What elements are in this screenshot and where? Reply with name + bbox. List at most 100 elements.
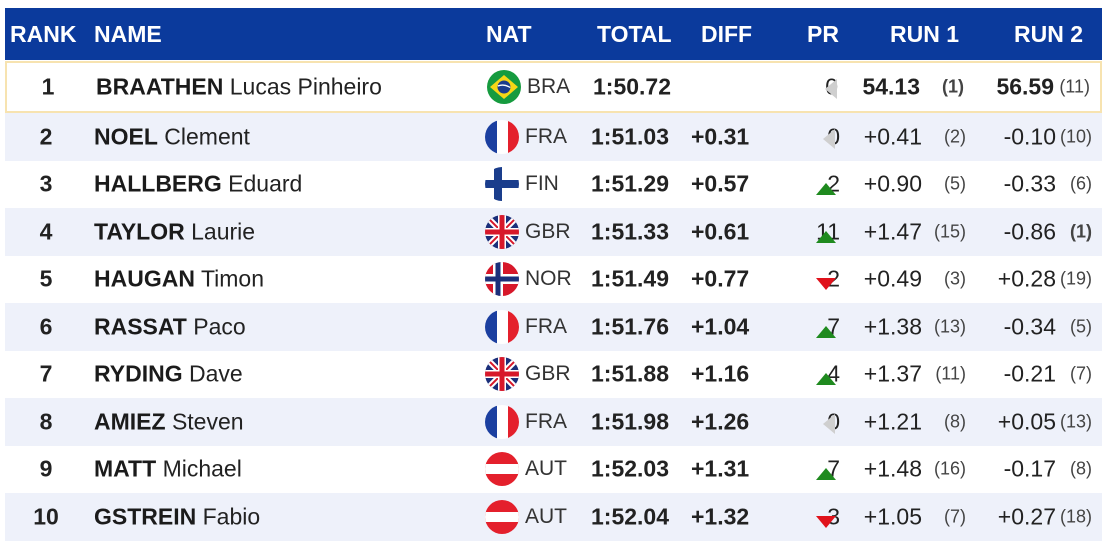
athlete-name[interactable]: NOEL Clement (94, 123, 250, 150)
gbr-flag-icon (485, 214, 519, 249)
header-nat[interactable]: NAT (486, 21, 532, 47)
nor-flag-icon (485, 262, 519, 297)
header-name[interactable]: NAME (94, 21, 162, 47)
total-time: 1:50.72 (593, 73, 672, 100)
athlete-first-name: Laurie (191, 218, 256, 245)
athlete-last-name: TAYLOR (94, 218, 185, 245)
run1-time: +0.90 (863, 170, 922, 197)
total-time: 1:51.98 (591, 408, 670, 435)
rank-cell: 2 (39, 123, 53, 150)
header-diff[interactable]: DIFF (701, 21, 753, 47)
header-pr[interactable]: PR (807, 21, 839, 47)
run1-rank: (16) (933, 458, 966, 479)
run2-rank: (5) (1070, 316, 1092, 337)
table-header: RANK NAME NAT TOTAL DIFF PR RUN 1 RUN 2 (5, 8, 1102, 60)
run1-rank: (2) (944, 126, 966, 147)
run1-rank: (13) (933, 316, 966, 337)
header-run1[interactable]: RUN 1 (890, 21, 960, 47)
rank-cell: 1 (41, 73, 55, 100)
table-row[interactable]: 9 MATT Michael AUT 1:52.03 +1.31 7 +1.48 (16) -0… (5, 445, 1102, 493)
run1-time: +1.48 (863, 455, 922, 482)
nation-code: NOR (525, 267, 572, 291)
athlete-name[interactable]: HALLBERG Eduard (94, 171, 302, 198)
nation-code: GBR (525, 219, 571, 243)
fra-flag-icon (485, 404, 519, 439)
down-arrow-icon (815, 270, 836, 291)
run2-rank: (6) (1070, 173, 1092, 194)
total-time: 1:51.76 (591, 313, 670, 340)
down-arrow-icon (815, 508, 836, 528)
nation-code: AUT (525, 457, 567, 481)
athlete-last-name: MATT (94, 455, 157, 482)
neutral-arrow-icon (823, 128, 841, 149)
aut-flag-icon (485, 452, 519, 487)
table-row[interactable]: 6 RASSAT Paco FRA 1:51.76 +1.04 7 +1.38 (13) -0.… (5, 303, 1102, 351)
run2-time: -0.21 (1003, 360, 1056, 387)
run1-time: +1.38 (863, 313, 922, 340)
athlete-last-name: RYDING (94, 360, 183, 387)
diff-time: +1.26 (691, 408, 750, 435)
diff-time: +1.31 (691, 455, 750, 482)
athlete-last-name: NOEL (94, 123, 158, 150)
diff-time: +0.31 (691, 123, 750, 150)
run1-rank: (7) (944, 506, 966, 527)
athlete-name[interactable]: GSTREIN Fabio (94, 503, 260, 530)
header-run2[interactable]: RUN 2 (1014, 21, 1084, 47)
neutral-arrow-icon (823, 413, 841, 434)
total-time: 1:51.03 (591, 123, 670, 150)
athlete-name[interactable]: TAYLOR Laurie (94, 218, 255, 245)
up-arrow-icon (815, 318, 836, 338)
header-total[interactable]: TOTAL (597, 21, 672, 47)
rank-cell: 10 (33, 503, 59, 530)
nation-code: GBR (525, 362, 571, 386)
diff-time: +1.32 (691, 503, 750, 530)
run2-time: +0.27 (997, 503, 1056, 530)
up-arrow-icon (815, 460, 836, 481)
athlete-name[interactable]: AMIEZ Steven (94, 408, 244, 435)
run1-time: +1.37 (863, 360, 922, 387)
rank-cell: 4 (39, 218, 53, 245)
rank-cell: 9 (39, 455, 53, 482)
diff-time: +0.77 (691, 265, 750, 292)
athlete-name[interactable]: MATT Michael (94, 456, 242, 483)
athlete-first-name: Clement (164, 123, 250, 150)
nation-code: BRA (527, 75, 571, 98)
rank-cell: 6 (39, 313, 53, 340)
diff-time: +0.57 (691, 170, 750, 197)
athlete-last-name: HALLBERG (94, 170, 222, 197)
rank-cell: 8 (39, 408, 53, 435)
table-row[interactable]: 7 RYDING Dave GBR 1:51.88 +1.16 4 +1.37 (11) -0.… (5, 350, 1102, 398)
diff-time: +1.16 (691, 360, 750, 387)
header-rank[interactable]: RANK (10, 21, 77, 47)
run1-rank: (3) (944, 268, 966, 289)
run1-rank: (11) (935, 363, 966, 384)
run2-rank: (10) (1059, 126, 1092, 147)
nation-code: AUT (525, 504, 567, 528)
athlete-name[interactable]: RASSAT Paco (94, 313, 246, 340)
athlete-name[interactable]: RYDING Dave (94, 361, 243, 388)
run2-time: -0.33 (1003, 170, 1056, 197)
run2-time: +0.28 (997, 265, 1056, 292)
athlete-first-name: Lucas Pinheiro (229, 73, 382, 100)
table-row[interactable]: 3 HALLBERG Eduard FIN 1:51.29 +0.57 2 +0.90 (5)… (5, 160, 1102, 208)
run1-time: +1.47 (863, 218, 922, 245)
athlete-first-name: Steven (171, 408, 244, 435)
run2-time: -0.10 (1003, 123, 1056, 150)
athlete-name[interactable]: BRAATHEN Lucas Pinheiro (96, 74, 382, 101)
gbr-flag-icon (485, 357, 519, 392)
fra-flag-icon (485, 119, 519, 154)
athlete-first-name: Paco (193, 313, 246, 340)
run1-time: +0.41 (863, 123, 922, 150)
run2-rank: (1) (1070, 221, 1092, 242)
nation-code: FIN (525, 172, 559, 196)
table-row[interactable]: 4 TAYLOR Laurie GBR 1:51.33 +0.61 11 +1.47 (15)… (5, 208, 1102, 256)
results-table: RANK NAME NAT TOTAL DIFF PR RUN 1 RUN 2 … (5, 8, 1102, 541)
athlete-name[interactable]: HAUGAN Timon (94, 266, 264, 293)
athlete-first-name: Dave (189, 360, 243, 387)
total-time: 1:52.04 (591, 503, 670, 530)
